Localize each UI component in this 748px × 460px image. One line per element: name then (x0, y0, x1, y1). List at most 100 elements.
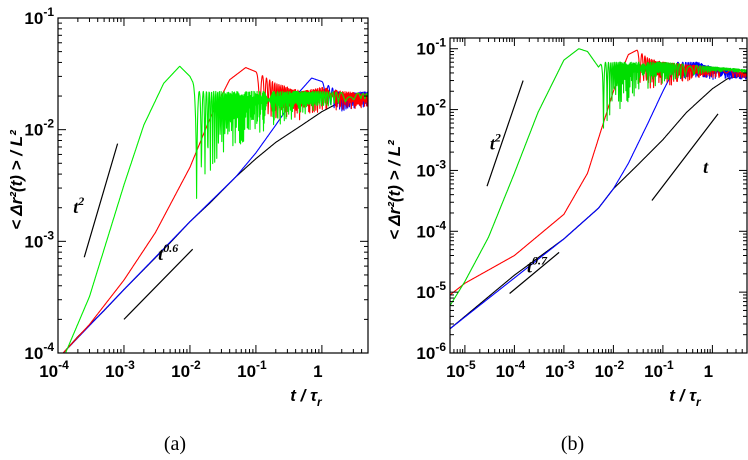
tick-exponent: -4 (58, 358, 69, 372)
tick-base: 10 (416, 344, 435, 363)
tick-base: 10 (416, 101, 435, 120)
series-line (62, 77, 368, 353)
slope-guide-line (123, 248, 194, 320)
slope-label-exponent: 2 (494, 131, 501, 145)
tick-base: 10 (416, 283, 435, 302)
tick-exponent: -5 (465, 358, 476, 372)
slope-guide-line (651, 113, 719, 201)
x-tick-label: 10-1 (237, 358, 267, 381)
slope-label: t2 (490, 131, 501, 154)
tick-exponent: -2 (614, 358, 625, 372)
slope-label-base: t (158, 244, 164, 264)
y-tick-label: 10-1 (416, 36, 446, 59)
panel-caption: (a) (164, 433, 186, 455)
series-line (450, 48, 747, 306)
series-line (450, 73, 747, 330)
x-axis-label-subscript: r (696, 395, 702, 409)
slope-label-exponent: 0.7 (532, 254, 548, 268)
panel-a: 10-4 10-3 10-2 10-1 110-410-310-210-1t / τr<… (7, 5, 369, 455)
series-line (450, 61, 747, 330)
slope-label-exponent: 0.6 (163, 241, 178, 255)
slope-label-base: t (490, 134, 496, 154)
slope-label-exponent: 2 (77, 194, 84, 208)
x-axis-label-subscript: r (317, 395, 323, 409)
tick-base: 10 (24, 121, 43, 140)
x-tick-label: 10-2 (171, 358, 201, 381)
x-tick-label: 10-3 (105, 358, 135, 381)
tick-base: 10 (446, 362, 465, 381)
y-tick-label: 10-5 (416, 279, 446, 302)
slope-label: t0.6 (158, 241, 178, 264)
slope-guide-line (509, 251, 560, 294)
y-tick-label: 10-2 (416, 97, 446, 120)
tick-base: 10 (644, 362, 663, 381)
x-tick-label: 10-2 (595, 358, 625, 381)
plot-frame (57, 17, 369, 354)
x-axis-label-text: t / τ (290, 386, 318, 405)
tick-exponent: -3 (43, 228, 54, 242)
tick-base: 10 (237, 362, 256, 381)
y-tick-label: 10-1 (24, 5, 54, 28)
tick-base: 1 (313, 362, 322, 381)
tick-exponent: -4 (43, 340, 54, 354)
tick-exponent: -1 (435, 36, 446, 50)
x-tick-label: 10-1 (644, 358, 674, 381)
slope-label-base: t (73, 197, 79, 217)
y-axis-label: < Δr²(t) > / L² (7, 129, 26, 230)
x-axis-label: t / τr (669, 386, 702, 409)
tick-exponent: -4 (515, 358, 526, 372)
tick-exponent: -2 (435, 97, 446, 111)
slope-label-base: t (703, 157, 709, 177)
x-tick-label: 1 (313, 362, 322, 381)
tick-base: 10 (105, 362, 124, 381)
tick-exponent: -6 (435, 340, 446, 354)
tick-exponent: -1 (663, 358, 674, 372)
tick-exponent: -3 (564, 358, 575, 372)
y-tick-label: 10-4 (24, 340, 54, 363)
plot-frame (449, 37, 748, 354)
tick-exponent: -5 (435, 279, 446, 293)
tick-base: 10 (416, 222, 435, 241)
slope-label: t (703, 157, 709, 177)
slope-label-base: t (527, 257, 533, 277)
slope-guide-line (83, 143, 119, 258)
y-tick-label: 10-3 (416, 157, 446, 180)
y-tick-label: 10-4 (416, 218, 446, 241)
tick-base: 10 (171, 362, 190, 381)
tick-exponent: -1 (256, 358, 267, 372)
y-axis-label: < Δr²(t) > / L² (385, 139, 404, 240)
tick-base: 10 (24, 344, 43, 363)
tick-base: 10 (39, 362, 58, 381)
tick-base: 10 (496, 362, 515, 381)
x-axis-label: t / τr (290, 386, 323, 409)
tick-base: 10 (595, 362, 614, 381)
x-tick-label: 10-3 (545, 358, 575, 381)
slope-guide-line (486, 80, 524, 187)
tick-exponent: -2 (190, 358, 201, 372)
tick-exponent: -1 (43, 5, 54, 19)
x-tick-label: 1 (704, 362, 713, 381)
x-axis-label-text: t / τ (669, 386, 697, 405)
x-tick-label: 10-4 (496, 358, 526, 381)
tick-base: 10 (416, 161, 435, 180)
tick-base: 10 (24, 9, 43, 28)
series-line (65, 65, 368, 353)
panel-b: 10-5 10-4 10-3 10-2 10-1 110-610-510-410-310-… (385, 36, 748, 455)
x-tick-label: 10-4 (39, 358, 69, 381)
tick-exponent: -3 (435, 157, 446, 171)
panel-caption: (b) (561, 433, 584, 455)
tick-base: 10 (24, 232, 43, 251)
y-tick-label: 10-2 (24, 117, 54, 140)
x-tick-label: 10-5 (446, 358, 476, 381)
series-line (62, 93, 368, 353)
y-tick-label: 10-3 (24, 228, 54, 251)
slope-label: t2 (73, 194, 84, 217)
tick-exponent: -2 (43, 117, 54, 131)
tick-exponent: -4 (435, 218, 446, 232)
tick-base: 10 (545, 362, 564, 381)
tick-exponent: -3 (124, 358, 135, 372)
slope-label: t0.7 (527, 254, 548, 277)
tick-base: 1 (704, 362, 713, 381)
tick-base: 10 (416, 40, 435, 59)
